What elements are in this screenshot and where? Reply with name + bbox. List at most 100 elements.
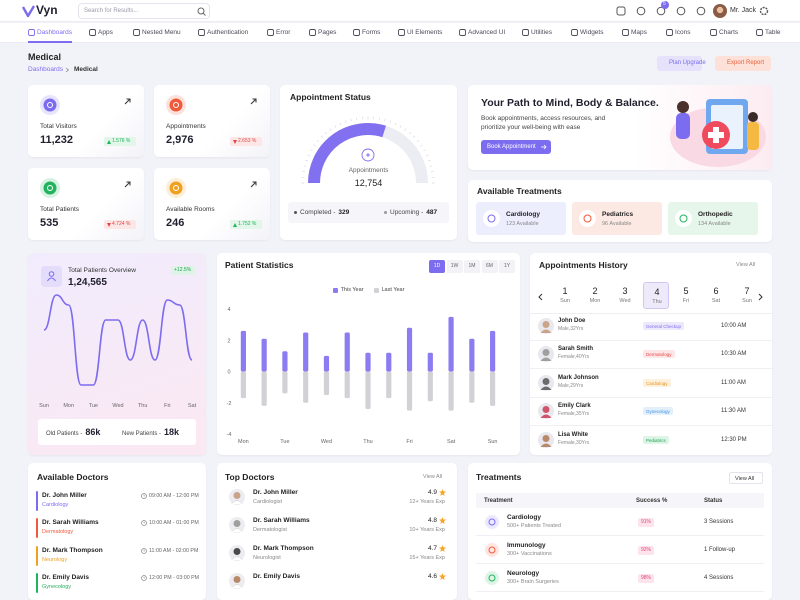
date-item[interactable]: 4 Thu xyxy=(643,282,669,309)
bar xyxy=(490,330,496,372)
breadcrumb-link[interactable]: Dashboards xyxy=(28,66,64,73)
date-item[interactable]: 2 Mon xyxy=(582,282,608,309)
patients-line xyxy=(43,294,193,386)
treatment-icon xyxy=(579,210,596,227)
avatar-body xyxy=(231,584,243,589)
nav-icon xyxy=(622,29,629,36)
date-weekday: Mon xyxy=(589,298,601,304)
overview-stat: New Patients -18k xyxy=(122,427,179,437)
date-weekday: Thu xyxy=(652,299,662,305)
appointment-time: 12:30 PM xyxy=(721,437,747,443)
period-tab[interactable]: 6M xyxy=(481,260,498,273)
header-icon-shape xyxy=(696,6,706,16)
nav-item[interactable]: Authentication xyxy=(207,29,249,36)
change-arrow xyxy=(233,222,237,227)
gauge-tick xyxy=(344,120,347,123)
period-tab[interactable]: 1Y xyxy=(499,260,515,273)
nav-item[interactable]: Dashboards xyxy=(37,29,73,36)
stat-change-badge: 4.724 % xyxy=(104,220,136,229)
date-item[interactable]: 7 Sun xyxy=(734,282,760,309)
gauge-tick xyxy=(399,125,402,128)
treatment-tile[interactable]: Orthopedic 134 Available xyxy=(668,202,758,235)
date-nav-arrow xyxy=(538,293,543,301)
period-tab[interactable]: 1D xyxy=(429,260,445,273)
avatar-face xyxy=(716,6,724,14)
nav-item[interactable]: Table xyxy=(765,29,781,36)
avatar-head xyxy=(542,378,550,385)
chart-title: Patient Statistics xyxy=(225,260,294,270)
change-arrow xyxy=(107,222,111,227)
date-day: 6 xyxy=(713,286,719,296)
view-all-link[interactable]: View All xyxy=(423,474,443,480)
gauge-tick xyxy=(429,165,433,167)
nav-item[interactable]: Advanced UI xyxy=(468,29,506,36)
button-arrow xyxy=(541,144,547,150)
x-tick-label: Sun xyxy=(488,439,498,445)
nav-icon-shape xyxy=(28,29,35,36)
gauge-tick xyxy=(404,128,407,131)
nav-item[interactable]: Error xyxy=(276,29,291,36)
period-tab[interactable]: 1M xyxy=(464,260,480,273)
wellness-banner: Your Path to Mind, Body & Balance. Book a… xyxy=(468,85,772,170)
period-tab[interactable]: 1W xyxy=(446,260,463,273)
doctor-rating: 4.6 xyxy=(427,573,437,580)
search-lens xyxy=(197,7,205,15)
nav-item[interactable]: Charts xyxy=(719,29,739,36)
date-item[interactable]: 6 Sat xyxy=(703,282,729,309)
legend-value: 487 xyxy=(426,209,438,216)
doctor-name: Dr. John Miller xyxy=(42,492,87,499)
card-title: Appointments History xyxy=(539,260,628,270)
treatment-tile[interactable]: Pediatrics 96 Available xyxy=(572,202,662,235)
export-report-button[interactable]: Export Report xyxy=(715,56,771,71)
patient-name: Lisa White xyxy=(558,432,589,438)
nav-icon-shape xyxy=(267,29,274,36)
stat-icon xyxy=(40,178,60,198)
x-tick-label: Thu xyxy=(363,439,372,445)
nav-icon xyxy=(710,29,717,36)
nav-item[interactable]: Utilities xyxy=(531,29,552,36)
treatment-icon xyxy=(483,210,500,227)
treatment-status: 3 Sessions xyxy=(704,519,734,525)
plan-upgrade-button[interactable]: Plan Upgrade xyxy=(657,56,706,71)
bar xyxy=(406,371,413,411)
view-all-link[interactable]: View All xyxy=(736,262,756,268)
nav-icon xyxy=(756,29,763,36)
clock-icon xyxy=(141,520,147,526)
treatment-icon-glyph xyxy=(487,214,496,223)
legend-dot xyxy=(384,211,387,214)
book-appointment-button[interactable]: Book Appointment xyxy=(481,140,551,154)
search-box[interactable]: Search for Results... xyxy=(78,3,210,19)
nav-item[interactable]: Nested Menu xyxy=(142,29,181,36)
view-all-label: View All xyxy=(735,475,755,482)
nav-item[interactable]: Pages xyxy=(318,29,337,36)
nav-item[interactable]: Icons xyxy=(675,29,691,36)
stat-change-badge: 1.752 % xyxy=(230,220,262,229)
nav-item[interactable]: Widgets xyxy=(580,29,604,36)
treatment-icon-bg xyxy=(675,210,692,227)
change-arrow xyxy=(233,139,237,144)
nav-item[interactable]: Forms xyxy=(362,29,381,36)
date-item[interactable]: 3 Wed xyxy=(612,282,638,309)
nav-item[interactable]: Maps xyxy=(631,29,647,36)
nav-item[interactable]: Apps xyxy=(98,29,113,36)
stat-value: 535 xyxy=(40,217,59,229)
nav-icon-shape xyxy=(666,29,673,36)
view-all-button[interactable]: View All xyxy=(729,472,763,484)
nav-item[interactable]: UI Elements xyxy=(407,29,443,36)
treatment-status: 1 Follow-up xyxy=(704,547,736,553)
doctor-specialty: Neurology xyxy=(42,557,68,563)
avatar-body xyxy=(540,414,552,418)
treatment-icon-glyph xyxy=(488,546,496,554)
patient-avatar xyxy=(538,432,554,448)
row-divider xyxy=(530,425,772,426)
clock-icon xyxy=(141,548,147,554)
date-item[interactable]: 1 Sun xyxy=(552,282,578,309)
gauge-icon-glyph xyxy=(366,153,370,157)
treatment-tile[interactable]: Cardiology 123 Available xyxy=(476,202,566,235)
doctor-accent xyxy=(36,491,38,511)
date-item[interactable]: 5 Fri xyxy=(673,282,699,309)
gauge-value: 12,754 xyxy=(354,178,383,188)
bar xyxy=(365,371,371,409)
treatment-icon-glyph xyxy=(583,214,592,223)
date-day: 7 xyxy=(744,286,750,296)
